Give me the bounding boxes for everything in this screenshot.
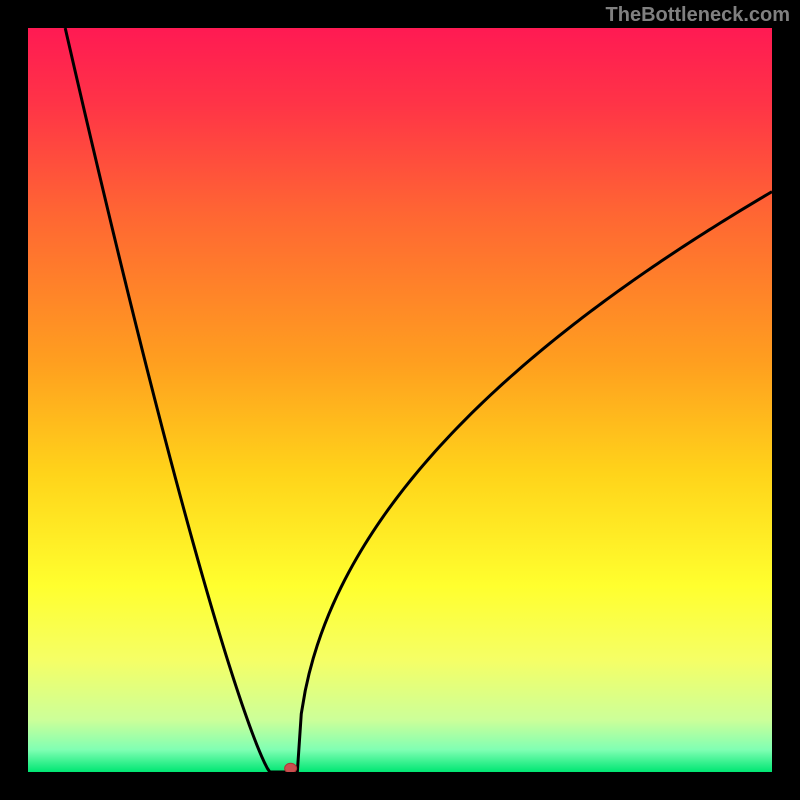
optimum-marker xyxy=(285,763,297,772)
curve-layer xyxy=(28,28,772,772)
watermark-text: TheBottleneck.com xyxy=(606,4,790,27)
bottleneck-chart: TheBottleneck.com xyxy=(0,0,800,800)
bottleneck-curve xyxy=(65,28,772,772)
plot-area xyxy=(28,28,772,772)
